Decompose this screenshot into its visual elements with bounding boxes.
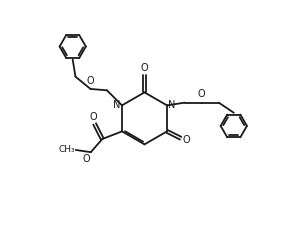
Text: N: N bbox=[113, 100, 121, 110]
Text: O: O bbox=[89, 112, 97, 121]
Text: CH₃: CH₃ bbox=[58, 146, 75, 154]
Text: O: O bbox=[182, 135, 190, 145]
Text: N: N bbox=[168, 100, 176, 110]
Text: O: O bbox=[82, 154, 90, 164]
Text: O: O bbox=[198, 89, 205, 99]
Text: O: O bbox=[87, 76, 94, 86]
Text: O: O bbox=[141, 63, 148, 73]
